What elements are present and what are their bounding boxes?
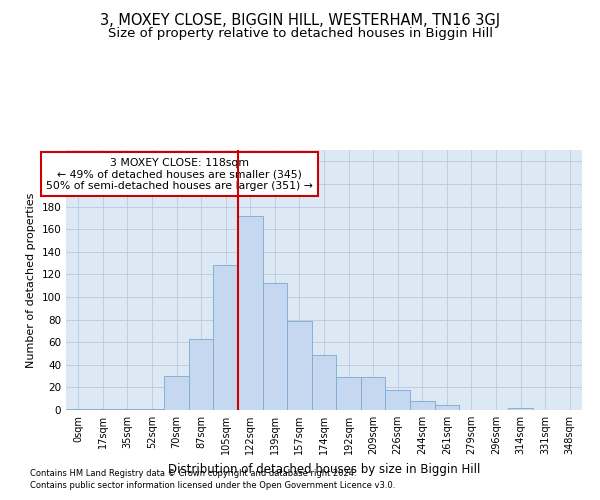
Bar xyxy=(508,408,533,410)
Bar xyxy=(140,409,164,410)
Text: 3, MOXEY CLOSE, BIGGIN HILL, WESTERHAM, TN16 3GJ: 3, MOXEY CLOSE, BIGGIN HILL, WESTERHAM, … xyxy=(100,12,500,28)
Bar xyxy=(434,406,459,410)
Text: 3 MOXEY CLOSE: 118sqm
← 49% of detached houses are smaller (345)
50% of semi-det: 3 MOXEY CLOSE: 118sqm ← 49% of detached … xyxy=(46,158,313,191)
Text: Contains public sector information licensed under the Open Government Licence v3: Contains public sector information licen… xyxy=(30,481,395,490)
Text: Size of property relative to detached houses in Biggin Hill: Size of property relative to detached ho… xyxy=(107,28,493,40)
Bar xyxy=(263,284,287,410)
Bar xyxy=(91,409,115,410)
Y-axis label: Number of detached properties: Number of detached properties xyxy=(26,192,36,368)
Bar xyxy=(287,320,312,410)
Bar xyxy=(214,266,238,410)
X-axis label: Distribution of detached houses by size in Biggin Hill: Distribution of detached houses by size … xyxy=(168,462,480,475)
Bar xyxy=(385,390,410,410)
Bar xyxy=(336,377,361,410)
Bar xyxy=(312,354,336,410)
Bar xyxy=(189,339,214,410)
Bar xyxy=(238,216,263,410)
Bar xyxy=(361,377,385,410)
Bar xyxy=(410,401,434,410)
Bar xyxy=(115,409,140,410)
Text: Contains HM Land Registry data © Crown copyright and database right 2024.: Contains HM Land Registry data © Crown c… xyxy=(30,468,356,477)
Bar xyxy=(164,376,189,410)
Bar xyxy=(66,409,91,410)
